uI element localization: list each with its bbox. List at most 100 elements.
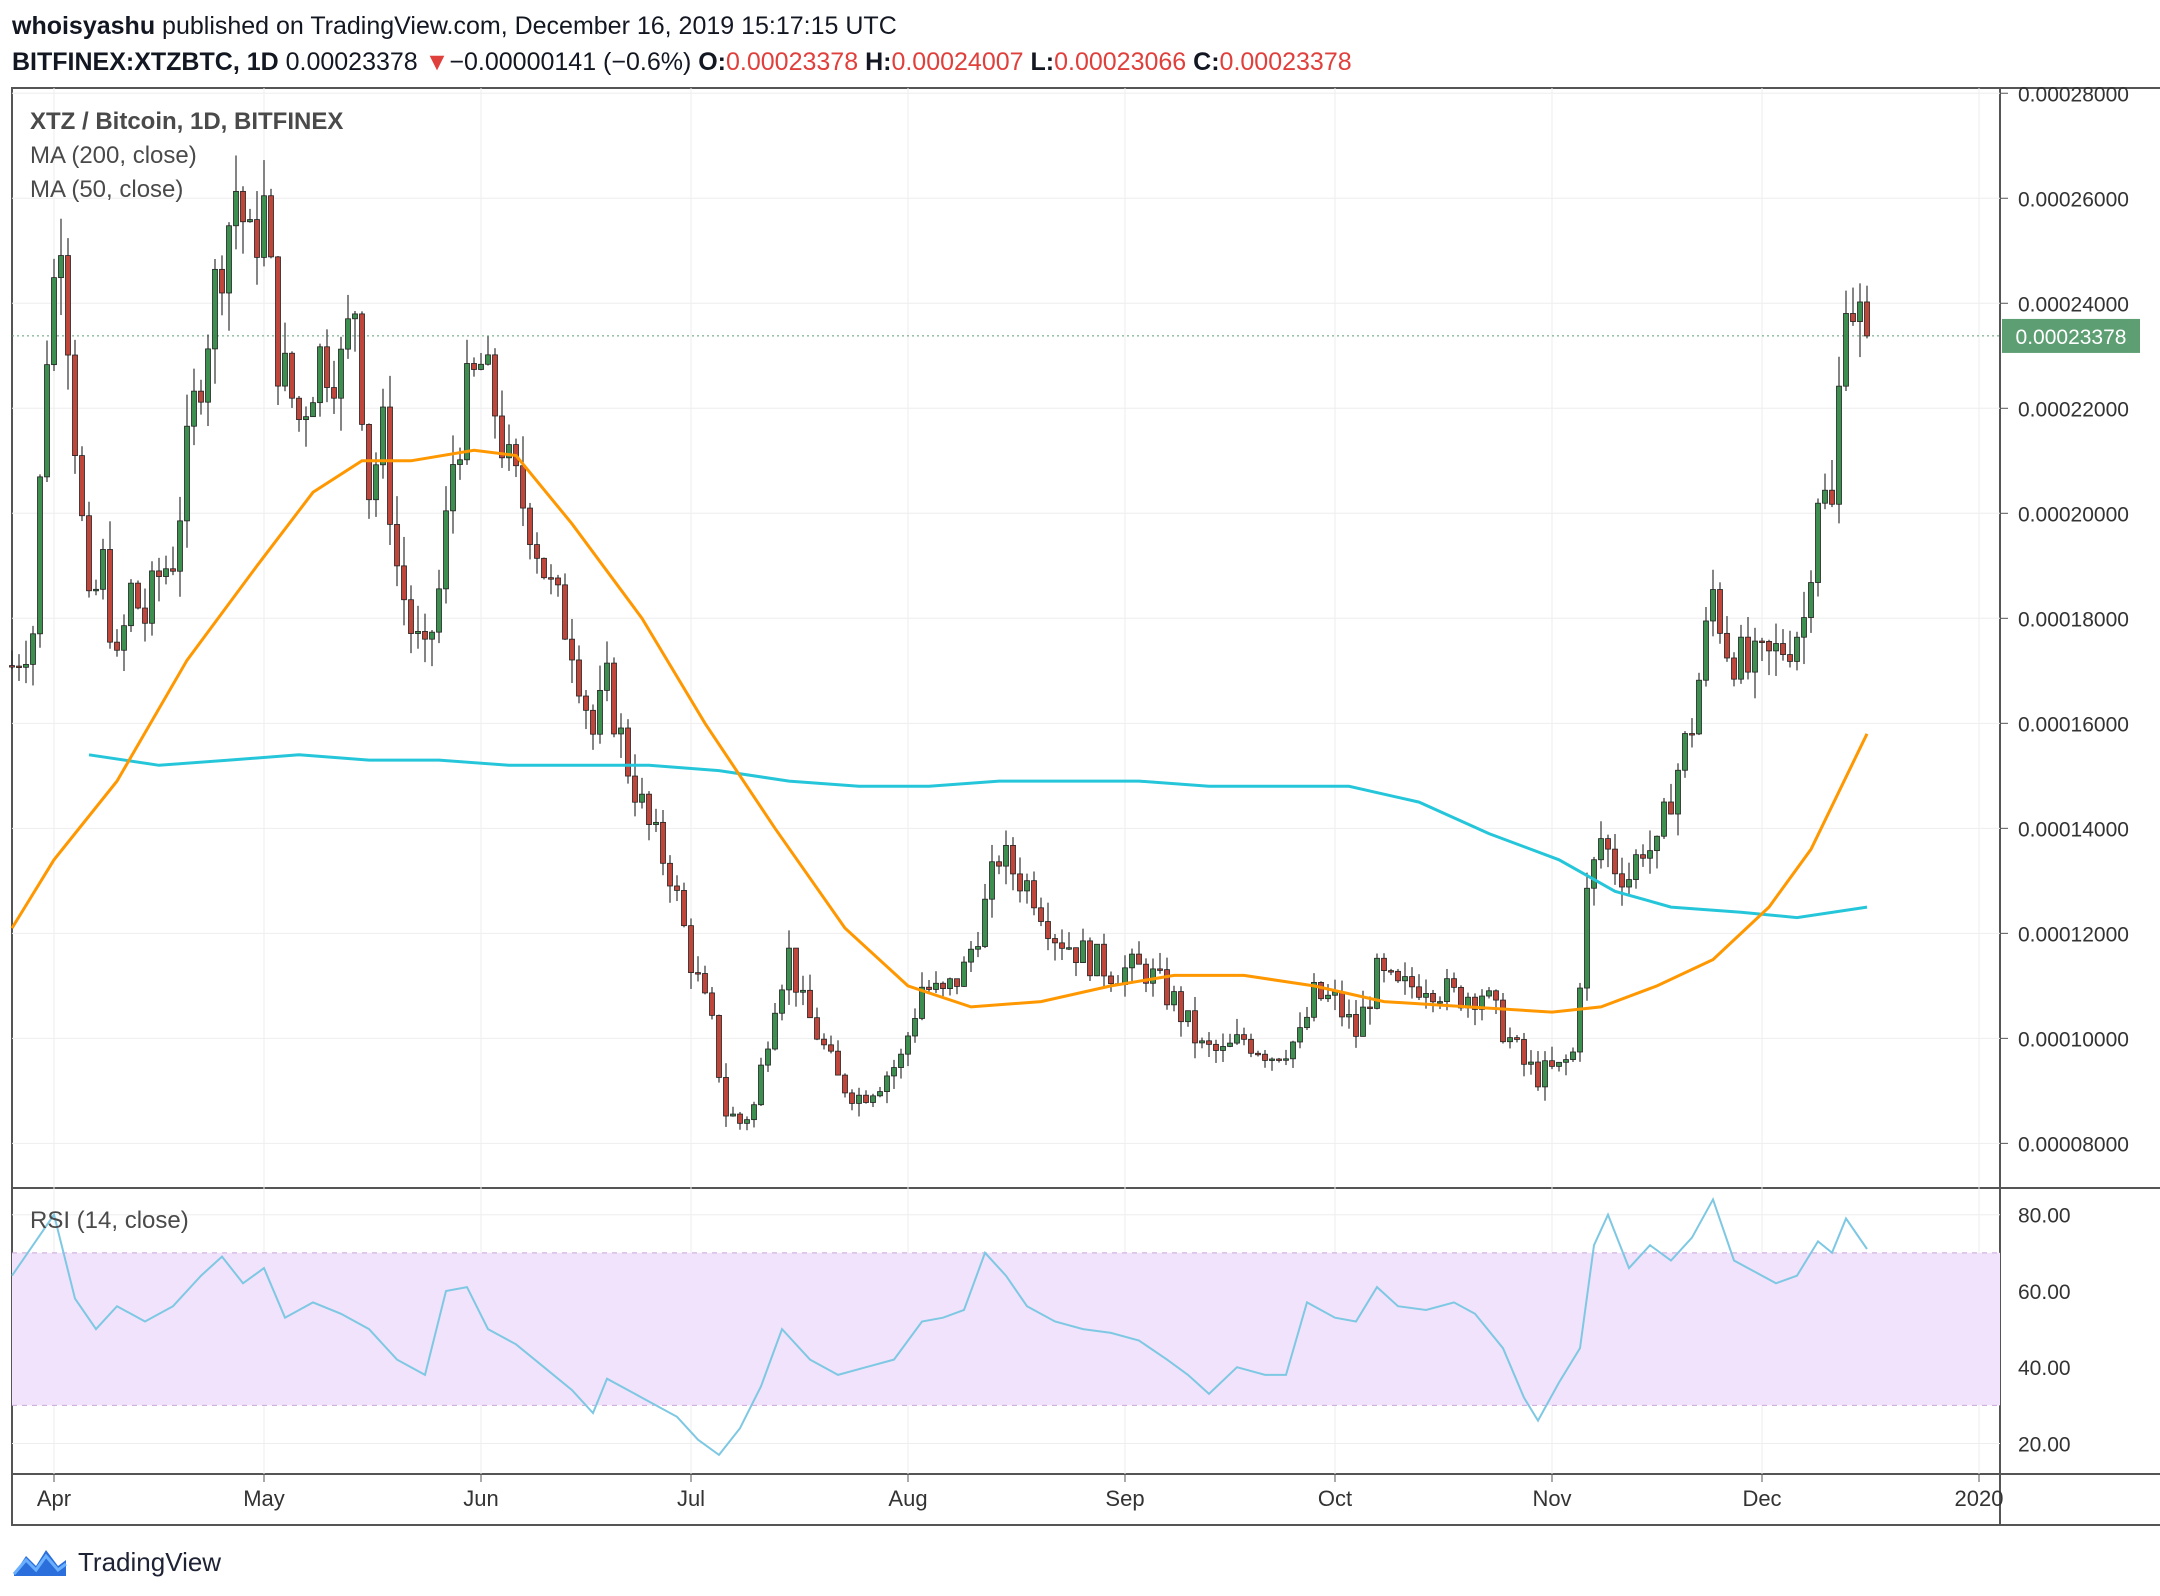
candle-body bbox=[219, 268, 225, 294]
candle-body bbox=[1605, 838, 1611, 850]
candle-body bbox=[233, 190, 239, 227]
price-tick-label: 0.00014000 bbox=[2018, 818, 2129, 841]
chart-frame bbox=[11, 87, 2160, 1526]
candle-body bbox=[821, 1038, 827, 1046]
candle-body bbox=[1171, 991, 1177, 1006]
candle-body bbox=[142, 607, 148, 624]
candle-body bbox=[93, 588, 99, 592]
legend-ma200[interactable]: MA (200, close) bbox=[30, 142, 197, 169]
candle-body bbox=[779, 989, 785, 1014]
candle-body bbox=[1255, 1052, 1261, 1056]
time-tick-label: Sep bbox=[1105, 1486, 1144, 1511]
candle-body bbox=[1297, 1027, 1303, 1043]
candle-body bbox=[51, 277, 57, 366]
candle-body bbox=[583, 695, 589, 711]
candle-body bbox=[387, 406, 393, 525]
candle-body bbox=[562, 584, 568, 640]
time-tick-label: Aug bbox=[888, 1486, 927, 1511]
close-label: C: bbox=[1193, 48, 1220, 76]
candle-body bbox=[1794, 636, 1800, 662]
candle-body bbox=[1710, 589, 1716, 622]
candle-body bbox=[492, 354, 498, 417]
candle-body bbox=[1444, 978, 1450, 1002]
candle-body bbox=[1087, 940, 1093, 977]
time-tick-label: 2020 bbox=[1955, 1486, 2004, 1511]
candle-body bbox=[555, 577, 561, 586]
candle-body bbox=[940, 982, 946, 989]
candle-body bbox=[58, 255, 64, 279]
price-tick-label: 0.00018000 bbox=[2018, 608, 2129, 631]
candle-body bbox=[1766, 640, 1772, 652]
candle-body bbox=[1283, 1058, 1289, 1061]
candle-body bbox=[1542, 1060, 1548, 1088]
time-tick-label: Dec bbox=[1742, 1486, 1781, 1511]
candle-body bbox=[499, 415, 505, 459]
candle-body bbox=[156, 570, 162, 577]
candle-body bbox=[534, 544, 540, 559]
candle-body bbox=[1003, 844, 1009, 867]
candle-body bbox=[184, 425, 190, 522]
candle-body bbox=[1563, 1059, 1569, 1063]
open-value: 0.00023378 bbox=[726, 48, 859, 76]
candle-body bbox=[205, 348, 211, 403]
candle-body bbox=[44, 364, 50, 478]
candle-body bbox=[1290, 1041, 1296, 1060]
candle-body bbox=[898, 1053, 904, 1068]
price-chart[interactable]: 0.00028000 0.00026000 0.00024000 0.00022000… bbox=[0, 0, 2160, 1540]
candle-body bbox=[716, 1014, 722, 1078]
legend-ma50[interactable]: MA (50, close) bbox=[30, 176, 183, 203]
candle-body bbox=[464, 363, 470, 461]
candle-body bbox=[1458, 986, 1464, 1009]
rsi-tick-label: 20.00 bbox=[2018, 1433, 2071, 1456]
rsi-title: RSI (14, close) bbox=[30, 1207, 189, 1234]
candle-body bbox=[478, 363, 484, 370]
tradingview-footer[interactable]: TradingView bbox=[12, 1540, 221, 1584]
candle-body bbox=[331, 387, 337, 399]
candle-body bbox=[856, 1094, 862, 1104]
candle-body bbox=[1073, 947, 1079, 963]
candle-body bbox=[1423, 993, 1429, 998]
symbol-label: BITFINEX:XTZBTC, 1D bbox=[12, 48, 279, 76]
candle-body bbox=[1409, 976, 1415, 988]
price-tick-label: 0.00020000 bbox=[2018, 503, 2129, 526]
candle-body bbox=[1220, 1046, 1226, 1051]
time-tick-label: Jul bbox=[677, 1486, 705, 1511]
candle-body bbox=[1185, 1010, 1191, 1023]
candle-body bbox=[1157, 968, 1163, 971]
candle-body bbox=[352, 313, 358, 320]
candle-body bbox=[639, 793, 645, 803]
candle-body bbox=[282, 352, 288, 387]
author-name[interactable]: whoisyashu bbox=[12, 12, 156, 40]
candle-body bbox=[135, 582, 141, 609]
candle-body bbox=[1675, 769, 1681, 815]
candle-body bbox=[1549, 1060, 1555, 1067]
time-axis-labels: Apr May Jun Jul Aug Sep Oct Nov Dec 2020 bbox=[37, 1474, 2004, 1511]
candle-body bbox=[401, 565, 407, 601]
candle-body bbox=[961, 961, 967, 987]
candle-body bbox=[1199, 1040, 1205, 1044]
candle-body bbox=[79, 455, 85, 517]
candle-body bbox=[485, 354, 491, 365]
candle-body bbox=[107, 549, 113, 643]
candle-body bbox=[569, 638, 575, 661]
candle-body bbox=[744, 1119, 750, 1124]
ma50-line bbox=[10, 448, 1869, 1014]
candle-body bbox=[100, 549, 106, 590]
candle-body bbox=[1325, 994, 1331, 1000]
candle-body bbox=[471, 363, 477, 370]
rsi-tick-label: 80.00 bbox=[2018, 1205, 2071, 1228]
candle-body bbox=[506, 444, 512, 459]
candle-body bbox=[1640, 854, 1646, 859]
candle-body bbox=[128, 582, 134, 627]
candle-body bbox=[163, 568, 169, 577]
candle-body bbox=[541, 557, 547, 579]
candle-body bbox=[436, 588, 442, 633]
price-tick-label: 0.00016000 bbox=[2018, 713, 2129, 736]
open-label: O: bbox=[698, 48, 727, 76]
candle-body bbox=[548, 577, 554, 580]
candle-body bbox=[1402, 976, 1408, 982]
candle-body bbox=[527, 507, 533, 545]
candle-body bbox=[828, 1044, 834, 1052]
candle-body bbox=[975, 946, 981, 950]
candle-body bbox=[1150, 968, 1156, 984]
